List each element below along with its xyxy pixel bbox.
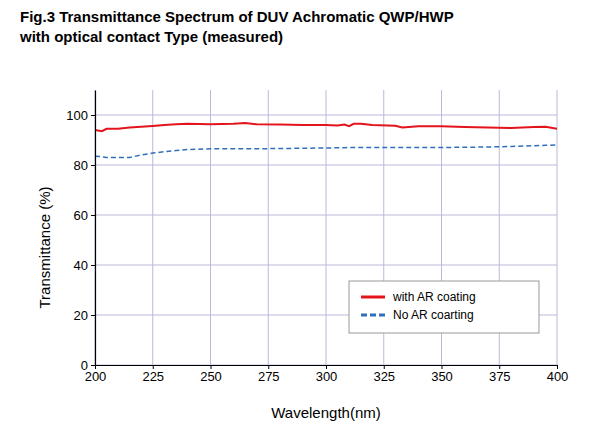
x-tick: 375 [489,365,511,384]
grid-line-x [210,90,211,365]
y-tick: 100 [66,108,95,123]
chart: Fig.3 Transmittance Spectrum of DUV Achr… [0,0,600,440]
y-tick-mark [91,115,95,116]
x-tick-label: 225 [142,369,164,384]
x-tick: 325 [373,365,395,384]
x-tick-label: 250 [200,369,222,384]
series-line [95,145,557,158]
plot-area [95,123,557,158]
x-tick: 275 [258,365,280,384]
y-tick-mark [91,215,95,216]
y-tick-mark [91,365,95,366]
legend: with AR coating No AR coarting [349,281,539,333]
grid-line-y [95,265,557,266]
grid-line-x [326,90,327,365]
grid-line-y [95,165,557,166]
grid-line-y [95,115,557,116]
x-tick-label: 400 [547,369,569,384]
x-tick-label: 300 [316,369,338,384]
title: Fig.3 Transmittance Spectrum of DUV Achr… [20,8,454,25]
x-tick: 300 [316,365,338,384]
y-tick: 60 [74,208,95,223]
y-tick-label: 20 [74,308,88,323]
y-axis-line [95,91,96,366]
y-tick: 80 [74,158,95,173]
x-tick-label: 275 [258,369,280,384]
legend-label: No AR coarting [393,308,474,322]
x-tick: 400 [547,365,569,384]
y-tick-label: 40 [74,258,88,273]
x-axis-title: Wavelength(nm) [271,404,380,421]
grid-line-x [557,90,558,365]
y-tick-mark [91,265,95,266]
x-axis: 200225250275300325350375400 [85,365,569,384]
legend-swatch [361,314,385,317]
y-tick-mark [91,165,95,166]
x-tick-label: 350 [431,369,453,384]
title: with optical contact Type (measured) [19,28,283,45]
x-tick-label: 325 [373,369,395,384]
grid-line-x [268,90,269,365]
grid [95,90,557,365]
y-tick: 0 [81,358,95,373]
y-tick-label: 80 [74,158,88,173]
y-axis-title: Transmittance (%) [36,187,53,309]
y-tick-label: 100 [66,108,88,123]
y-tick-mark [91,315,95,316]
x-tick: 250 [200,365,222,384]
grid-line-x [152,90,153,365]
grid-line-y [95,215,557,216]
x-tick: 350 [431,365,453,384]
legend-swatch [361,296,385,299]
x-tick: 225 [142,365,164,384]
y-tick: 20 [74,308,95,323]
y-tick: 40 [74,258,95,273]
y-tick-label: 0 [81,358,88,373]
y-tick-label: 60 [74,208,88,223]
y-axis: 0 20 40 60 80 100 [66,91,95,373]
x-tick-label: 375 [489,369,511,384]
legend-box [349,281,539,333]
grid-line-x [95,90,96,365]
series-line [95,123,557,131]
legend-label: with AR coating [392,290,476,304]
